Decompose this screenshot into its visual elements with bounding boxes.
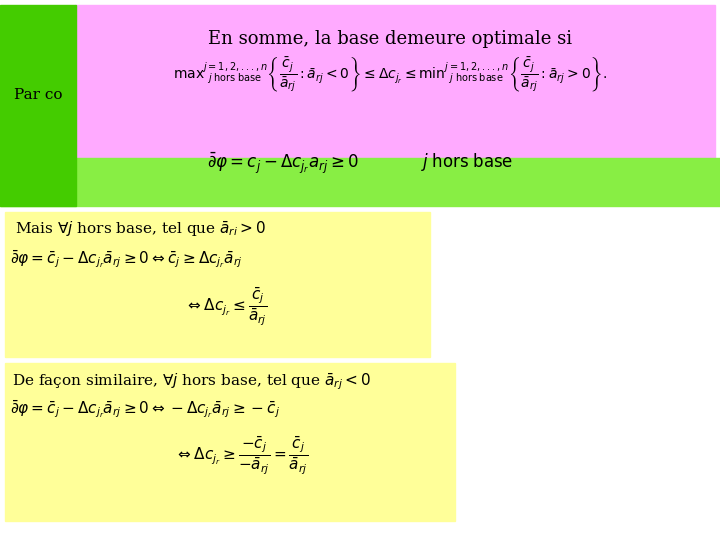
Text: Mais $\forall j$ hors base, tel que $\bar{a}_{ri} > 0$: Mais $\forall j$ hors base, tel que $\ba…: [15, 220, 266, 239]
Text: $\bar{\partial}\varphi = c_j - \Delta c_{j_r} a_{rj} \geq 0 \qquad\qquad j\;\mat: $\bar{\partial}\varphi = c_j - \Delta c_…: [207, 150, 513, 176]
Text: $\mathrm{max}_{\substack{j=1,2,...,n \\ j\;\mathrm{hors\;base}}} \left\{ \dfrac{: $\mathrm{max}_{\substack{j=1,2,...,n \\ …: [173, 55, 607, 94]
FancyBboxPatch shape: [75, 5, 715, 185]
Text: $\Leftrightarrow \Delta c_{j_r} \geq \dfrac{-\bar{c}_j}{-\bar{a}_{rj}} = \dfrac{: $\Leftrightarrow \Delta c_{j_r} \geq \df…: [175, 435, 308, 477]
FancyBboxPatch shape: [0, 158, 720, 206]
Text: $\Leftrightarrow \Delta c_{j_r} \leq \dfrac{\bar{c}_j}{\bar{a}_{rj}}$: $\Leftrightarrow \Delta c_{j_r} \leq \df…: [185, 286, 267, 328]
FancyBboxPatch shape: [5, 363, 455, 521]
Text: Par co: Par co: [14, 88, 62, 102]
Text: $\bar{\partial}\varphi = \bar{c}_j - \Delta c_{j_r} \bar{a}_{rj} \geq 0 \Leftrig: $\bar{\partial}\varphi = \bar{c}_j - \De…: [10, 398, 280, 420]
Text: $\bar{\partial}\varphi = \bar{c}_j - \Delta c_{j_r} \bar{a}_{rj} \geq 0 \Leftrig: $\bar{\partial}\varphi = \bar{c}_j - \De…: [10, 248, 243, 269]
Text: De façon similaire, $\forall j$ hors base, tel que $\bar{a}_{rj} < 0$: De façon similaire, $\forall j$ hors bas…: [12, 371, 371, 392]
FancyBboxPatch shape: [5, 212, 430, 357]
FancyBboxPatch shape: [0, 5, 76, 206]
Text: En somme, la base demeure optimale si: En somme, la base demeure optimale si: [208, 30, 572, 48]
